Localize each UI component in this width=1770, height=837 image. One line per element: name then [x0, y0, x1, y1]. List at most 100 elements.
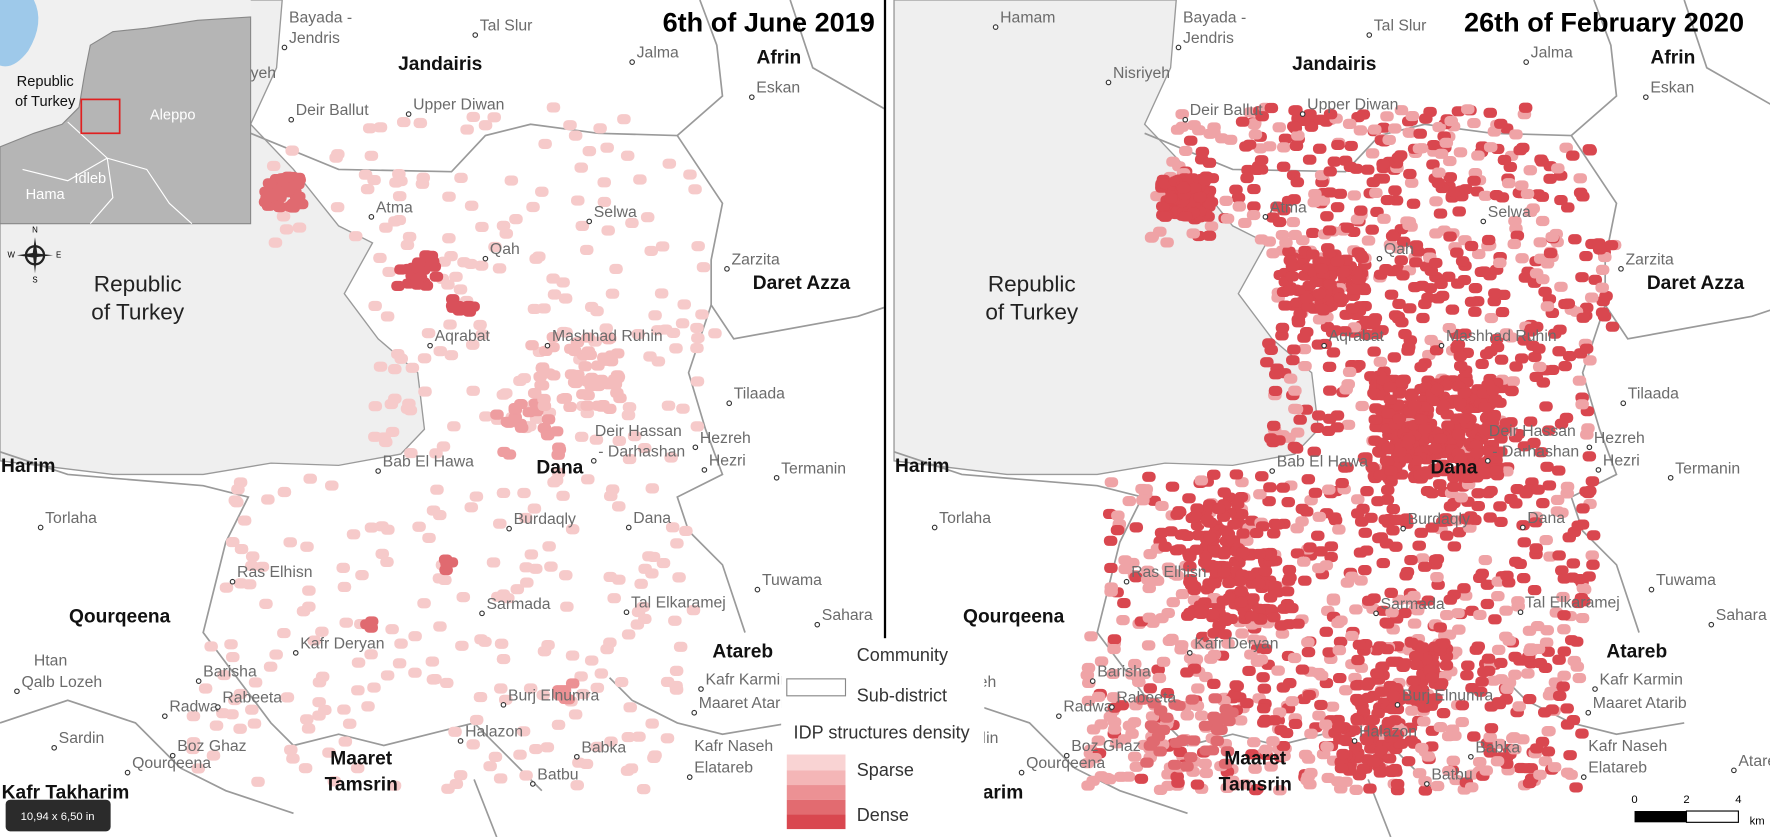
idp-structure [1452, 206, 1466, 217]
idp-structure [1217, 567, 1231, 578]
idp-structure [1379, 538, 1394, 549]
idp-structure [633, 174, 647, 185]
idp-structure [1229, 469, 1244, 480]
idp-structure [677, 299, 691, 310]
idp-structure [672, 572, 686, 583]
idp-structure [519, 562, 534, 573]
scale-unit: km [1750, 816, 1765, 828]
idp-structure [568, 709, 583, 720]
community-dot [500, 702, 507, 708]
idp-structure [1575, 272, 1589, 283]
idp-structure [1417, 561, 1432, 572]
idp-structure [1164, 193, 1178, 204]
idp-structure [599, 323, 614, 334]
idp-structure [1359, 452, 1373, 463]
place-label: Babka [581, 739, 626, 756]
place-label: Torlaha [45, 510, 97, 527]
idp-structure [387, 780, 402, 791]
idp-structure [1258, 566, 1273, 577]
inset-label: Hama [26, 187, 66, 203]
idp-structure [1275, 330, 1289, 341]
idp-structure [686, 605, 701, 616]
idp-structure [488, 241, 502, 253]
idp-structure [529, 253, 543, 264]
idp-structure [1247, 737, 1261, 748]
idp-structure [355, 570, 369, 581]
idp-structure [1252, 603, 1266, 614]
idp-structure [1289, 404, 1304, 415]
idp-structure [691, 332, 705, 344]
idp-structure [364, 522, 379, 533]
idp-structure [1575, 612, 1590, 624]
idp-structure [1142, 471, 1156, 482]
community-dot [1269, 468, 1276, 474]
idp-structure [508, 412, 522, 423]
idp-structure [1194, 475, 1209, 486]
place-label: Zarzita [731, 251, 779, 268]
idp-structure [1176, 183, 1191, 194]
idp-structure [1566, 558, 1581, 569]
idp-structure [351, 685, 365, 696]
idp-structure [1279, 237, 1293, 248]
idp-structure [1516, 142, 1530, 153]
idp-structure [1508, 744, 1522, 755]
compass-label: S [32, 275, 37, 284]
idp-structure [631, 329, 646, 340]
idp-structure [520, 577, 534, 588]
idp-structure [1402, 127, 1417, 138]
community-dot [195, 678, 202, 684]
idp-structure [1255, 111, 1269, 122]
idp-structure [444, 251, 458, 262]
idp-structure [234, 543, 249, 555]
idp-structure [1404, 637, 1419, 648]
idp-structure [1494, 118, 1508, 129]
idp-structure [1500, 683, 1514, 694]
idp-structure [1524, 323, 1539, 334]
idp-structure [1081, 780, 1095, 791]
place-label: Qalb Lozeh [21, 674, 102, 691]
idp-structure [1395, 377, 1409, 388]
idp-structure [1507, 238, 1522, 250]
idp-structure [394, 175, 408, 187]
idp-structure [513, 375, 527, 386]
idp-structure [466, 739, 480, 750]
community-dot [375, 468, 381, 474]
idp-structure [1206, 469, 1221, 480]
idp-structure [1551, 465, 1566, 476]
idp-structure [298, 763, 313, 774]
idp-structure [1415, 553, 1430, 564]
idp-structure [1311, 530, 1325, 541]
idp-structure [1302, 689, 1316, 701]
idp-structure [408, 631, 422, 642]
idp-structure [590, 741, 605, 752]
idp-structure [1453, 397, 1467, 409]
idp-structure [1117, 597, 1131, 609]
idp-structure [430, 484, 444, 495]
idp-structure [1402, 303, 1417, 314]
idp-structure [510, 584, 525, 595]
idp-structure [380, 556, 394, 568]
idp-structure [541, 414, 556, 425]
idp-structure [1415, 280, 1429, 291]
idp-structure [1472, 756, 1487, 768]
idp-structure [1439, 609, 1454, 621]
place-label: Bab El Hawa [1277, 454, 1369, 471]
idp-structure [1604, 240, 1619, 251]
idp-structure [339, 617, 354, 628]
idp-structure [1311, 410, 1326, 421]
idp-structure [1158, 211, 1173, 222]
idp-structure [597, 196, 612, 208]
idp-structure [1258, 644, 1273, 655]
idp-structure [1301, 301, 1315, 312]
idp-structure [1326, 347, 1341, 358]
idp-structure [1379, 264, 1393, 275]
idp-structure [1572, 672, 1587, 684]
idp-structure [237, 515, 252, 526]
idp-structure [1318, 719, 1333, 730]
idp-structure [1439, 530, 1454, 541]
idp-structure [1295, 516, 1309, 527]
idp-structure [1142, 582, 1156, 594]
idp-structure [621, 410, 636, 421]
idp-structure [1347, 190, 1362, 201]
idp-structure [1478, 402, 1492, 413]
